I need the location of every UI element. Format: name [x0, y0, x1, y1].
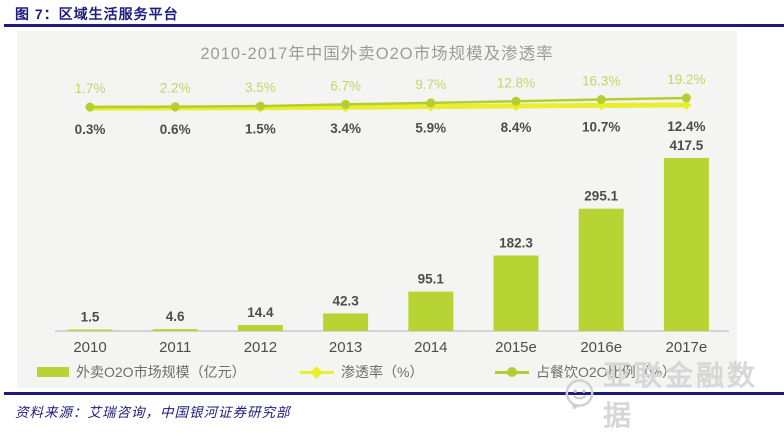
bar-value-label: 95.1	[418, 272, 445, 287]
bar	[237, 325, 283, 331]
bar-value-label: 417.5	[670, 138, 704, 153]
ratio-marker	[596, 95, 606, 104]
bar-value-label: 182.3	[499, 236, 533, 251]
legend-label: 渗透率（%）	[341, 364, 424, 380]
page: { "figure": { "header": "图 7：区域生活服务平台", …	[4, 6, 784, 431]
ratio-point-label: 12.8%	[497, 75, 535, 90]
ratio-point-label: 9.7%	[415, 77, 446, 92]
bar	[152, 329, 198, 331]
penetration-point-label: 0.6%	[160, 122, 191, 137]
ratio-marker	[681, 93, 691, 103]
x-axis-label: 2017e	[666, 339, 708, 356]
ratio-point-label: 1.7%	[75, 81, 106, 96]
x-axis-label: 2014	[414, 339, 447, 356]
bar-value-label: 1.5	[81, 310, 100, 325]
x-axis-label: 2012	[244, 339, 277, 356]
legend-label: 占餐饮O2O比例（%）	[536, 364, 677, 380]
x-axis-label: 2010	[73, 339, 106, 356]
bar	[67, 329, 113, 331]
smiley-chat-icon	[565, 379, 594, 410]
ratio-point-label: 19.2%	[667, 72, 705, 87]
bottom-divider	[4, 392, 784, 395]
penetration-point-label: 3.4%	[330, 121, 361, 136]
top-divider	[4, 24, 784, 27]
penetration-point-label: 8.4%	[501, 120, 532, 135]
ratio-marker	[255, 101, 265, 111]
source-note: 资料来源：艾瑞咨询，中国银河证券研究部	[15, 405, 291, 421]
x-axis-label: 2011	[159, 339, 191, 356]
bar-value-label: 14.4	[247, 305, 274, 320]
plot-area: 1.5 4.6 14.4 42.3 95.1 182.3 295.1 417.5 2010 201…	[55, 72, 729, 356]
ratio-marker	[170, 102, 180, 112]
ratio-point-label: 6.7%	[330, 78, 361, 93]
line-swatch-icon	[300, 366, 334, 379]
bar-value-label: 42.3	[332, 294, 359, 309]
penetration-point-label: 12.4%	[667, 119, 705, 134]
penetration-point-label: 0.3%	[75, 122, 106, 137]
bar-swatch-icon	[37, 367, 69, 377]
ratio-point-label: 2.2%	[160, 81, 191, 96]
penetration-marker	[681, 100, 692, 110]
ratio-marker	[511, 96, 521, 106]
ratio-marker	[341, 99, 351, 109]
line-swatch-icon	[495, 366, 529, 378]
watermark: 亚联金融数据	[562, 354, 784, 434]
penetration-point-label: 10.7%	[582, 119, 620, 134]
figure-caption: 图 7：区域生活服务平台	[15, 6, 179, 22]
penetration-point-label: 1.5%	[245, 122, 276, 137]
x-axis-label: 2016e	[580, 339, 622, 356]
watermark-text: 亚联金融数据	[603, 360, 759, 431]
x-axis-label: 2015e	[495, 339, 537, 356]
bar	[408, 291, 454, 331]
bar	[578, 208, 624, 331]
penetration-point-label: 5.9%	[415, 121, 446, 136]
legend-item-market-size: 外卖O2O市场规模（亿元）	[37, 362, 246, 382]
bar	[663, 158, 709, 331]
bar	[323, 313, 369, 331]
ratio-marker	[85, 102, 95, 112]
chart-panel: 2010-2017年中国外卖O2O市场规模及渗透率 1.5 4.6 14.4 42.3…	[17, 31, 737, 388]
x-axis-label: 2013	[329, 339, 362, 356]
legend-item-ratio: 占餐饮O2O比例（%）	[495, 362, 676, 382]
legend: 外卖O2O市场规模（亿元） 渗透率（%） 占餐饮O2O比例（%）	[17, 362, 737, 382]
legend-label: 外卖O2O市场规模（亿元）	[76, 364, 246, 380]
ratio-marker	[426, 98, 436, 108]
ratio-point-label: 3.5%	[245, 80, 276, 95]
chart-title: 2010-2017年中国外卖O2O市场规模及渗透率	[200, 45, 554, 63]
bar-value-label: 295.1	[584, 189, 618, 204]
bar	[493, 255, 539, 331]
ratio-point-label: 16.3%	[582, 74, 620, 89]
bar-value-label: 4.6	[166, 309, 185, 324]
penetration-line	[89, 102, 687, 111]
ratio-line	[89, 96, 687, 109]
legend-item-penetration: 渗透率（%）	[300, 362, 423, 382]
